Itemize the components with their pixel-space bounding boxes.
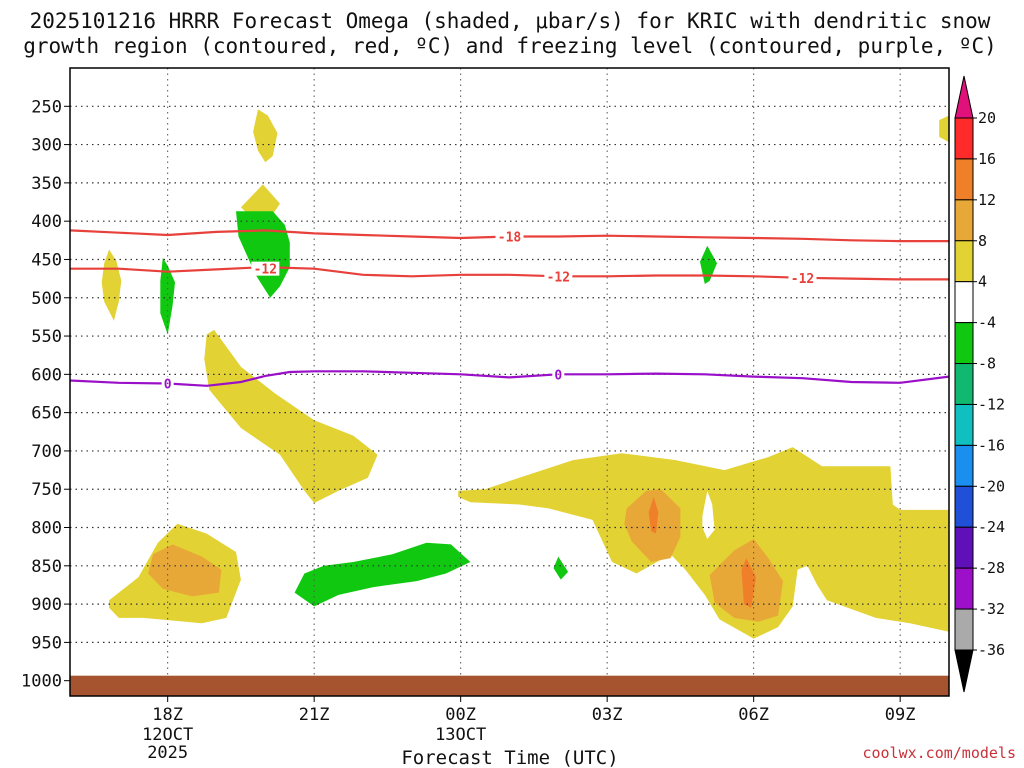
contour-label-bg	[788, 270, 817, 285]
colorbar-segment--8	[954, 363, 974, 405]
contour-label-bg	[251, 261, 280, 276]
contour-label-bg	[552, 367, 565, 382]
omega-region-green-upper	[236, 211, 290, 298]
colorbar-label--28: -28	[978, 559, 1005, 577]
y-tick-label-700: 700	[31, 442, 62, 462]
x-axis-label: Forecast Time (UTC)	[401, 747, 618, 768]
contour-label-bg	[495, 229, 524, 244]
y-tick-label-650: 650	[31, 404, 62, 424]
colorbar-label--16: -16	[978, 436, 1005, 454]
colorbar-segment--20	[954, 485, 974, 528]
colorbar-label-4: 4	[978, 273, 987, 291]
y-tick-label-850: 850	[31, 557, 62, 577]
plot-frame	[69, 67, 950, 697]
colorbar-label--24: -24	[978, 518, 1005, 536]
colorbar-label--32: -32	[978, 600, 1005, 618]
colorbar-top-arrow	[954, 75, 974, 119]
colorbar: 20 16 12 8 4 -4 -8 -12 -16 -20 -24 -28 -32 -36	[954, 75, 1005, 693]
colorbar-segment-8	[954, 240, 974, 283]
y-tick-label-550: 550	[31, 327, 62, 347]
omega-region-yellow-upper-spike	[253, 109, 278, 163]
chart-title-line-1: 2025101216 HRRR Forecast Omega (shaded, …	[30, 9, 991, 33]
colorbar-label--12: -12	[978, 395, 1005, 413]
colorbar-segment-20	[954, 117, 974, 160]
omega-region-green-lower	[294, 542, 471, 607]
y-tick-label-250: 250	[31, 97, 62, 117]
y-tick-label-450: 450	[31, 250, 62, 270]
colorbar-label-12: 12	[978, 191, 996, 209]
omega-region-yellow-left-460	[101, 249, 122, 321]
y-tick-label-300: 300	[31, 136, 62, 156]
colorbar-segment-16	[954, 158, 974, 201]
colorbar-label--4: -4	[978, 314, 996, 332]
omega-shading-layer	[101, 109, 949, 639]
y-axis-pressure-levels: 250 300 350 400 450 500 550 600 650 700 750 800 850 9…	[21, 97, 70, 692]
colorbar-label--8: -8	[978, 355, 996, 373]
credit-text: coolwx.com/models	[862, 744, 1016, 762]
omega-region-yellow-diagonal-620	[204, 329, 378, 503]
x-tick-label-00Z: 00Z	[445, 705, 476, 725]
y-tick-label-1000: 1000	[21, 672, 62, 692]
omega-region-yellow-lower-right-large	[458, 447, 949, 639]
omega-region-dark-orange-2	[741, 558, 757, 608]
y-tick-label-400: 400	[31, 212, 62, 232]
y-tick-label-350: 350	[31, 174, 62, 194]
colorbar-segment--12	[954, 403, 974, 446]
colorbar-segment-4	[954, 281, 974, 324]
chart-title-line-2: growth region (contoured, red, ºC) and f…	[23, 34, 997, 58]
colorbar-segment--32	[954, 608, 974, 651]
contour-label-0: 0	[554, 368, 562, 383]
colorbar-label-16: 16	[978, 150, 996, 168]
contour-label--12: -12	[547, 270, 570, 285]
contour-layer: -18 -12 -12 -12 0 0	[70, 229, 949, 393]
y-tick-label-950: 950	[31, 633, 62, 653]
colorbar-label--20: -20	[978, 477, 1005, 495]
contour-line--12	[70, 265, 949, 281]
omega-region-green-left-475	[160, 257, 175, 335]
y-tick-label-500: 500	[31, 289, 62, 309]
contour-label-0: 0	[164, 378, 172, 393]
x-tick-label-03Z: 03Z	[592, 705, 623, 725]
omega-region-yellow-upper-right-edge	[939, 115, 949, 143]
colorbar-segment--16	[954, 444, 974, 487]
colorbar-segment--4	[954, 322, 974, 365]
contour-label--12: -12	[791, 272, 814, 287]
x-tick-date-12OCT: 12OCT	[142, 725, 193, 745]
y-tick-label-800: 800	[31, 519, 62, 539]
omega-region-green-small-455	[700, 245, 717, 284]
colorbar-label-20: 20	[978, 109, 996, 127]
x-tick-label-09Z: 09Z	[885, 705, 916, 725]
colorbar-segment--28	[954, 567, 974, 610]
omega-region-orange-left	[148, 544, 222, 597]
gridlines	[70, 68, 949, 696]
x-tick-year-2025: 2025	[147, 743, 188, 763]
x-tick-label-06Z: 06Z	[738, 705, 769, 725]
colorbar-segment--24	[954, 526, 974, 569]
x-tick-date-13OCT: 13OCT	[435, 725, 486, 745]
contour-label--12: -12	[254, 263, 277, 278]
x-tick-label-18Z: 18Z	[152, 705, 183, 725]
omega-region-dark-orange-1	[648, 496, 659, 534]
omega-region-green-tiny-845	[553, 556, 569, 580]
y-tick-label-600: 600	[31, 365, 62, 385]
colorbar-bottom-arrow	[954, 649, 974, 693]
colorbar-label--36: -36	[978, 641, 1005, 659]
surface-ground-bar	[70, 675, 949, 696]
contour-label--18: -18	[498, 230, 522, 245]
colorbar-segment-12	[954, 199, 974, 242]
y-tick-label-750: 750	[31, 480, 62, 500]
omega-region-white-hole	[702, 490, 715, 539]
contour-label-bg	[544, 269, 573, 284]
x-tick-label-21Z: 21Z	[299, 705, 330, 725]
contour-label-bg	[161, 376, 174, 391]
y-tick-label-900: 900	[31, 595, 62, 615]
colorbar-label-8: 8	[978, 232, 987, 250]
contour-line-0	[70, 370, 949, 387]
